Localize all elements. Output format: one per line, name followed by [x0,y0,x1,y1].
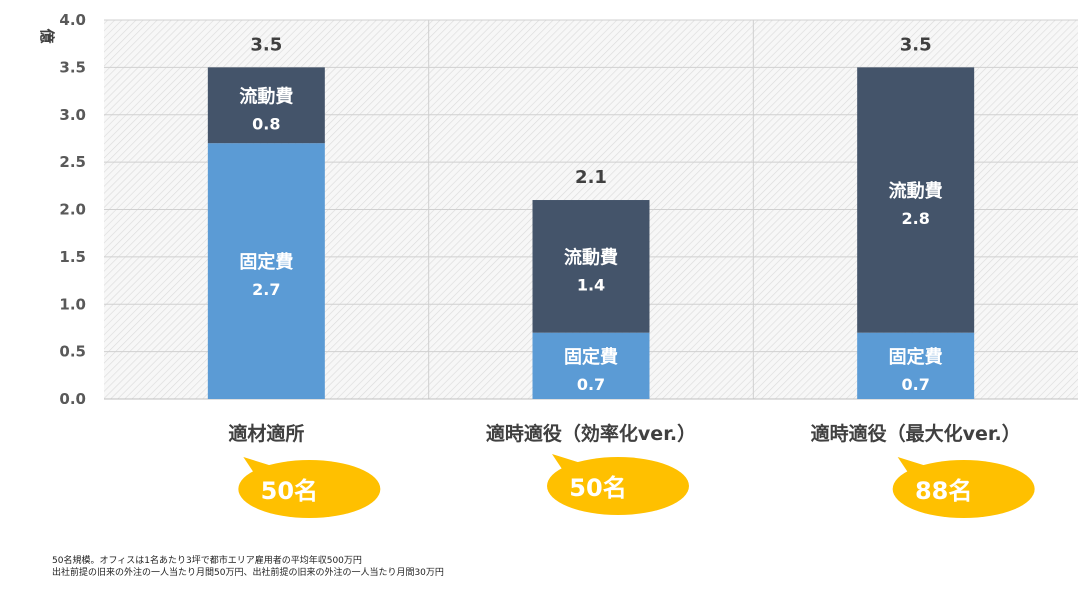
segment-series-label: 固定費 [564,346,618,368]
segment-value-label: 0.8 [252,114,280,133]
bar-segment [207,143,325,399]
bar-segment [207,67,325,144]
y-tick-label: 1.0 [59,295,86,313]
segment-series-label: 流動費 [889,180,943,202]
headcount-label: 50名 [261,477,318,505]
footnotes: 50名規模。オフィスは1名あたり3坪で都市エリア雇用者の平均年収500万円 出社… [52,555,444,579]
y-tick-label: 3.0 [59,106,86,124]
y-tick-label: 0.5 [59,343,86,361]
bar-segment [532,200,650,333]
segment-series-label: 固定費 [239,251,293,273]
segment-value-label: 0.7 [577,375,605,394]
y-tick-label: 2.5 [59,153,86,171]
callout-bubble [547,457,689,515]
bar-total-label: 3.5 [900,34,932,55]
y-tick-label: 2.0 [59,201,86,219]
callout-tail [552,454,584,472]
segment-series-label: 流動費 [564,246,618,268]
callout-bubble [892,460,1035,518]
footnote-line-2: 出社前提の旧来の外注の一人当たり月間50万円、出社前提の旧来の外注の一人当たり月… [52,568,444,578]
segment-value-label: 2.7 [252,280,280,299]
bar-total-label: 3.5 [250,34,282,55]
callout-tail [243,457,276,475]
x-category-label: 適時適役（効率化ver.） [486,422,696,445]
bar-total-label: 2.1 [575,167,607,188]
y-tick-label: 1.5 [59,248,86,266]
segment-value-label: 1.4 [577,275,605,294]
headcount-label: 88名 [915,477,972,505]
callout-bubble [238,460,381,518]
x-category-label: 適材適所 [228,422,304,445]
headcount-label: 50名 [569,474,626,502]
segment-series-label: 流動費 [239,85,293,107]
footnote-line-1: 50名規模。オフィスは1名あたり3坪で都市エリア雇用者の平均年収500万円 [52,556,362,566]
callout-tail [897,457,930,475]
y-tick-label: 3.5 [59,58,86,76]
y-tick-label: 4.0 [59,11,86,29]
segment-value-label: 2.8 [901,209,929,228]
bar-segment [857,332,975,399]
segment-series-label: 固定費 [889,346,943,368]
y-axis-label: 億 [38,28,56,43]
segment-value-label: 0.7 [901,375,929,394]
bar-segment [532,332,650,399]
y-tick-label: 0.0 [59,390,86,408]
x-category-label: 適時適役（最大化ver.） [811,422,1021,445]
bar-segment [857,67,975,333]
